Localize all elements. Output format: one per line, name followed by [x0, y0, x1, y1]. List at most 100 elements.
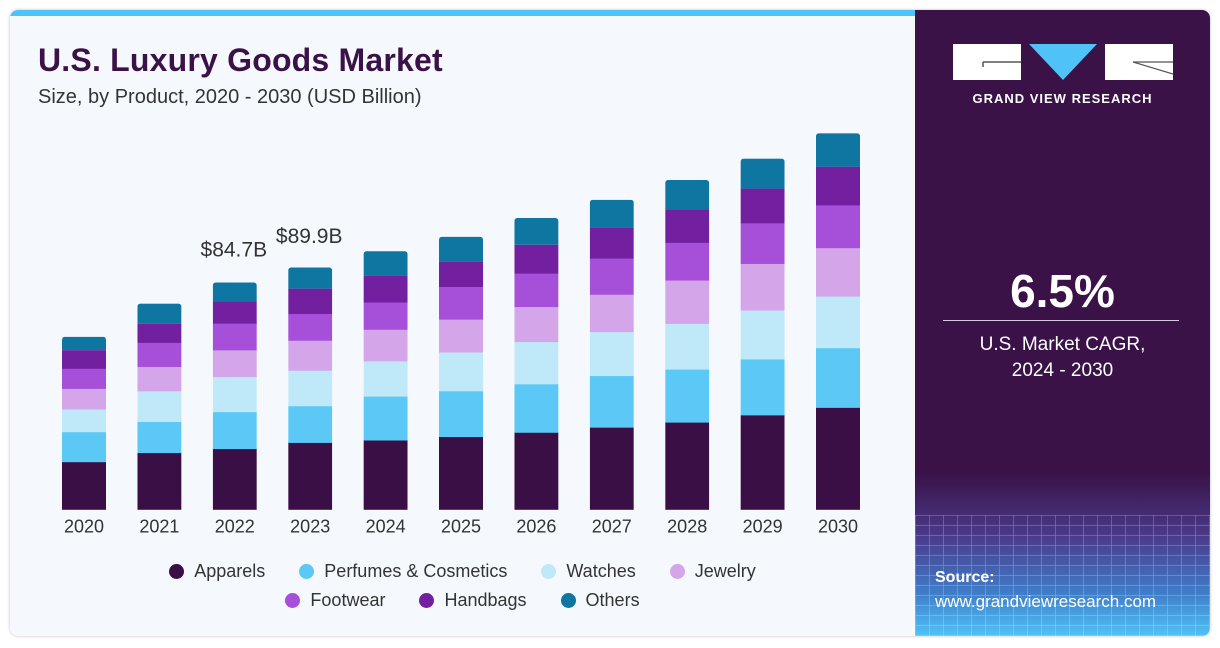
bar-segment-handbags-2023 [288, 288, 333, 314]
accent-strip [10, 10, 915, 16]
bar-segment-watches-2020 [62, 408, 106, 433]
bar-segment-perfumes-cosmetics-2026 [514, 383, 559, 433]
legend-label: Others [585, 590, 640, 610]
bar-segment-perfumes-cosmetics-2029 [740, 358, 785, 416]
bar-segment-apparels-2028 [665, 422, 710, 510]
bar-segment-others-2024 [363, 251, 408, 276]
grand-view-research-logo [953, 44, 1173, 80]
bar-2020 [62, 336, 106, 510]
legend-label: Apparels [194, 561, 266, 581]
bar-2024 [363, 251, 408, 510]
bar-segment-handbags-2020 [62, 350, 106, 369]
bar-segment-jewelry-2023 [288, 340, 333, 371]
bar-segment-footwear-2025 [439, 286, 483, 320]
legend-dot-icon [560, 593, 576, 608]
bar-segment-apparels-2026 [514, 432, 559, 510]
bar-segment-others-2020 [62, 336, 106, 351]
legend-item-apparels: Apparels [169, 561, 265, 582]
bar-segment-watches-2026 [514, 341, 559, 385]
bar-2026 [514, 217, 559, 510]
bar-2030 [816, 133, 860, 510]
legend-item-jewelry: Jewelry [669, 561, 756, 582]
legend-item-footwear: Footwear [285, 590, 385, 611]
bar-segment-handbags-2027 [589, 227, 634, 259]
legend-row-1: Apparels Perfumes & Cosmetics Watches Jewel… [10, 561, 915, 582]
bar-segment-perfumes-cosmetics-2028 [665, 369, 710, 423]
bar-segment-watches-2028 [665, 323, 710, 370]
bar-segment-jewelry-2028 [665, 280, 710, 324]
bar-segment-footwear-2023 [288, 313, 333, 341]
x-tick-label: 2029 [743, 516, 783, 536]
bar-2022 [212, 282, 257, 510]
bar-segment-jewelry-2020 [62, 388, 106, 410]
bar-segment-jewelry-2022 [212, 349, 257, 378]
bar-segment-others-2025 [439, 236, 483, 262]
x-tick-label: 2022 [215, 516, 255, 536]
bar-segment-handbags-2024 [363, 275, 408, 303]
bar-segment-handbags-2021 [137, 323, 182, 343]
bar-segment-others-2027 [589, 199, 634, 228]
bar-segment-apparels-2021 [137, 452, 182, 510]
chart-title: U.S. Luxury Goods Market [38, 42, 443, 78]
bar-segment-perfumes-cosmetics-2020 [62, 431, 106, 463]
bar-segment-handbags-2022 [212, 301, 257, 324]
x-tick-label: 2027 [592, 516, 632, 536]
annotation-total-2023: $89.9B [276, 225, 343, 248]
legend-dot-icon [669, 564, 685, 579]
legend-dot-icon [285, 593, 301, 608]
bar-segment-others-2026 [514, 217, 559, 245]
x-tick-label: 2020 [64, 516, 104, 536]
source-url[interactable]: www.grandviewresearch.com [935, 592, 1157, 611]
annotation-total-2022: $84.7B [201, 239, 268, 262]
bar-segment-footwear-2026 [514, 273, 559, 308]
bar-segment-watches-2022 [212, 376, 257, 413]
bar-segment-handbags-2030 [816, 166, 860, 206]
x-tick-label: 2025 [441, 516, 481, 536]
chart-subtitle: Size, by Product, 2020 - 2030 (USD Billi… [38, 86, 422, 108]
bar-segment-footwear-2029 [740, 222, 785, 264]
bar-2029 [740, 158, 785, 510]
brand-name: GRAND VIEW RESEARCH [972, 91, 1153, 106]
stacked-bar-chart: 2020 2021 2022 2023 2024 2025 2026 2027 2028 2029… [62, 133, 860, 536]
chart-panel: U.S. Luxury Goods Market Size, by Produc… [10, 10, 915, 636]
legend-label: Handbags [444, 590, 527, 610]
cagr-label: U.S. Market CAGR, 2024 - 2030 [915, 332, 1210, 384]
bar-segment-others-2028 [665, 180, 710, 210]
x-tick-label: 2024 [366, 516, 406, 536]
bar-segment-handbags-2029 [740, 188, 785, 224]
cagr-label-line-2: 2024 - 2030 [1011, 360, 1114, 381]
legend-label: Watches [566, 561, 636, 581]
bar-segment-watches-2027 [589, 331, 634, 377]
bar-segment-others-2030 [816, 133, 860, 167]
bar-2027 [589, 199, 634, 510]
legend-item-others: Others [560, 590, 640, 611]
grid-decoration [915, 515, 1210, 636]
bar-segment-perfumes-cosmetics-2022 [212, 411, 257, 450]
legend-row-2: Footwear Handbags Others [10, 590, 915, 611]
bar-segment-perfumes-cosmetics-2021 [137, 421, 182, 454]
infographic-card: U.S. Luxury Goods Market Size, by Produc… [10, 10, 1210, 636]
cagr-value: 6.5% [1010, 265, 1115, 317]
bar-2025 [439, 236, 483, 510]
bar-segment-footwear-2030 [816, 204, 860, 249]
bar-segment-apparels-2029 [740, 414, 785, 510]
legend-dot-icon [419, 593, 435, 608]
legend-dot-icon [169, 564, 185, 579]
bar-2021 [137, 303, 182, 510]
bar-segment-watches-2025 [439, 352, 483, 392]
bar-segment-watches-2024 [363, 360, 408, 397]
bar-segment-perfumes-cosmetics-2025 [439, 390, 483, 438]
bar-segment-others-2021 [137, 303, 182, 324]
bar-segment-others-2029 [740, 158, 785, 189]
bar-segment-apparels-2030 [816, 407, 860, 510]
x-tick-label: 2028 [667, 516, 707, 536]
bar-segment-handbags-2025 [439, 261, 483, 287]
legend-dot-icon [299, 564, 315, 579]
source-label: Source: [935, 569, 995, 586]
bar-segment-handbags-2026 [514, 244, 559, 274]
bar-segment-jewelry-2025 [439, 319, 483, 353]
legend-item-perfumes-cosmetics: Perfumes & Cosmetics [299, 561, 507, 582]
bar-segment-apparels-2022 [212, 448, 257, 510]
bar-segment-others-2023 [288, 267, 333, 289]
bar-segment-watches-2023 [288, 370, 333, 407]
